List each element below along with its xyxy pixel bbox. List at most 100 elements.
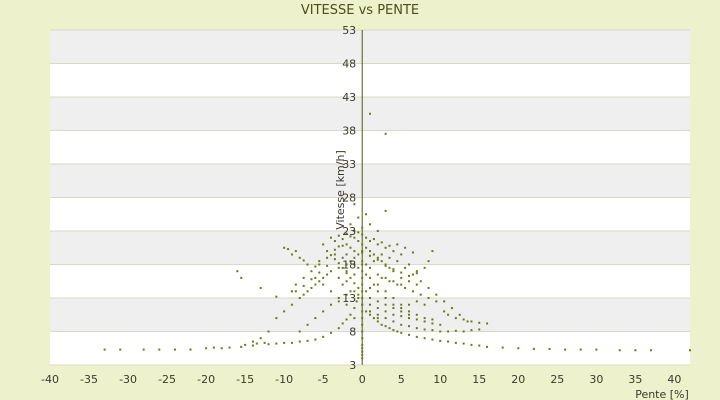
data-point xyxy=(392,313,395,316)
data-point xyxy=(388,327,391,330)
data-point xyxy=(486,322,489,325)
data-point xyxy=(400,307,403,310)
data-point xyxy=(353,263,356,266)
x-tick-label: -20 xyxy=(197,373,215,386)
data-point xyxy=(384,263,387,266)
data-point xyxy=(306,290,309,293)
data-point xyxy=(470,320,473,323)
data-point xyxy=(361,226,364,229)
data-point xyxy=(365,236,368,239)
data-point xyxy=(392,329,395,332)
data-point xyxy=(290,303,293,306)
data-point xyxy=(396,260,399,263)
data-point xyxy=(376,256,379,259)
data-point xyxy=(357,240,360,243)
x-tick-labels: -40 -35 -30 -25 -20 -15 -10 -5 0 5 10 15 20 25 30 35 40 xyxy=(41,373,681,386)
data-point xyxy=(294,290,297,293)
data-point xyxy=(392,303,395,306)
data-point xyxy=(376,317,379,320)
plot-background-bands xyxy=(50,30,690,365)
y-tick-label: 33 xyxy=(342,158,356,171)
data-point xyxy=(411,290,414,293)
data-point xyxy=(404,286,407,289)
x-tick-label: -30 xyxy=(119,373,137,386)
data-point xyxy=(306,263,309,266)
data-point xyxy=(173,348,176,351)
data-point xyxy=(255,342,258,345)
y-tick-label: 18 xyxy=(342,259,356,272)
data-point xyxy=(349,290,352,293)
data-point xyxy=(341,322,344,325)
data-point xyxy=(355,300,358,303)
data-point xyxy=(384,132,387,135)
data-point xyxy=(411,273,414,276)
data-point xyxy=(384,325,387,328)
data-point xyxy=(392,307,395,310)
x-tick-label: 40 xyxy=(667,373,681,386)
data-point xyxy=(298,297,301,299)
data-point xyxy=(369,240,371,243)
data-point xyxy=(431,318,434,321)
plot-band xyxy=(50,63,690,97)
data-point xyxy=(372,260,375,263)
data-point xyxy=(396,283,399,286)
plot-band xyxy=(50,197,690,231)
data-point xyxy=(119,348,122,351)
data-point xyxy=(423,337,426,340)
data-point xyxy=(384,303,387,306)
data-point xyxy=(310,278,313,281)
x-tick-label: 25 xyxy=(550,373,564,386)
data-point xyxy=(361,330,364,333)
data-point xyxy=(400,283,403,286)
data-point xyxy=(548,347,551,350)
data-point xyxy=(349,260,352,263)
data-point xyxy=(259,337,262,340)
data-point xyxy=(408,317,411,320)
plot-band xyxy=(50,264,690,298)
data-point xyxy=(384,297,387,299)
data-point xyxy=(345,263,348,266)
data-point xyxy=(314,338,317,341)
data-point xyxy=(240,345,243,348)
data-point xyxy=(392,280,395,283)
data-point xyxy=(244,343,247,346)
data-point xyxy=(302,259,305,262)
data-point xyxy=(380,241,383,244)
data-point xyxy=(380,253,383,256)
data-point xyxy=(349,246,352,249)
data-point xyxy=(408,263,411,266)
data-point xyxy=(353,250,356,253)
data-point xyxy=(372,238,375,241)
data-point xyxy=(372,317,375,320)
data-point xyxy=(283,341,286,344)
data-point xyxy=(365,273,368,276)
data-point xyxy=(376,307,379,310)
data-point xyxy=(388,280,391,283)
x-tick-label: -10 xyxy=(275,373,293,386)
data-point xyxy=(345,270,348,273)
data-point xyxy=(314,265,317,268)
data-point xyxy=(532,347,535,350)
data-point xyxy=(361,283,364,286)
x-tick-label: -15 xyxy=(236,373,254,386)
data-point xyxy=(447,330,450,333)
data-point xyxy=(275,295,278,298)
data-point xyxy=(517,347,520,350)
x-tick-label: 20 xyxy=(511,373,525,386)
data-point xyxy=(369,303,371,306)
data-point xyxy=(388,266,391,269)
plot-band xyxy=(50,331,690,365)
data-point xyxy=(290,253,293,256)
y-tick-label: 3 xyxy=(349,359,356,372)
chart-title: VITESSE vs PENTE xyxy=(301,3,419,18)
data-point xyxy=(318,280,321,283)
data-point xyxy=(439,323,442,326)
data-point xyxy=(372,283,375,286)
data-point xyxy=(353,203,356,206)
data-point xyxy=(361,337,364,340)
data-point xyxy=(275,342,278,345)
data-point xyxy=(318,260,321,263)
data-point xyxy=(415,272,418,275)
data-point xyxy=(337,266,340,269)
